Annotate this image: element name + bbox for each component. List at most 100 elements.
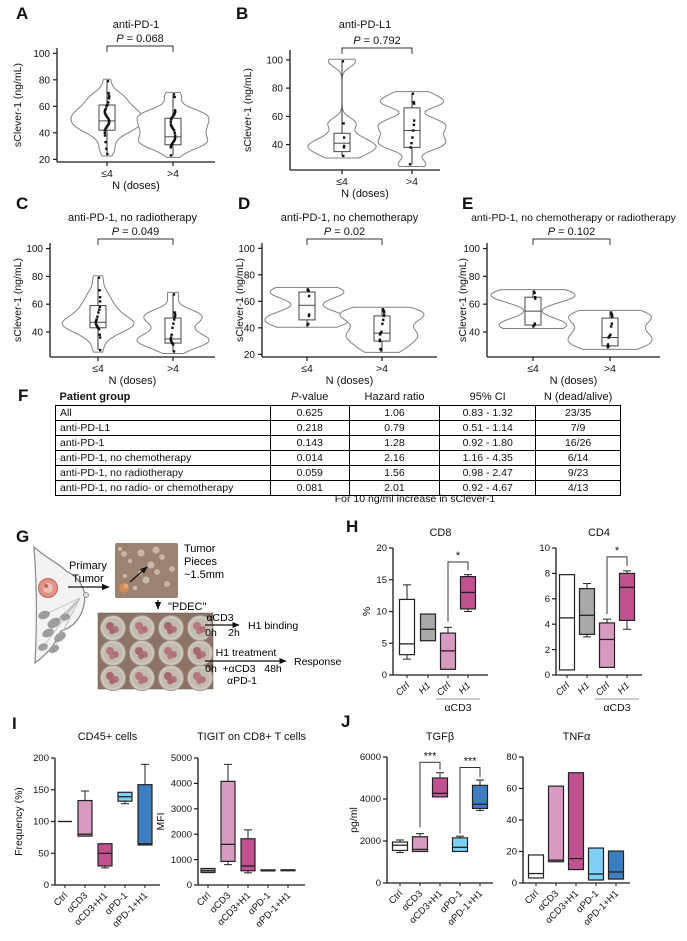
plus-acd3-label: +αCD3 xyxy=(222,663,255,675)
table-cell: 0.081 xyxy=(269,480,350,496)
significance-bracket xyxy=(606,556,628,615)
panel-d-violin-chart: anti-PD-1, no chemotherapy P = 0.02 20 40 60… xyxy=(234,212,437,387)
table-row: anti-PD-1, no radio- or chemotherapy 0.08… xyxy=(55,480,621,496)
significance-stars: * xyxy=(615,545,620,557)
y-tick-label: 0 xyxy=(545,670,550,681)
box xyxy=(77,799,93,837)
chart-title: TNFα xyxy=(563,731,591,743)
y-tick-label: 100 xyxy=(26,244,43,255)
panel-j1-box-chart: TGFβ0200040006000pg/mlCtrlαCD3αCD3+H1αPD… xyxy=(348,731,493,928)
pieces-label3: ~1.5mm xyxy=(184,569,224,581)
table-row: anti-PD-1, no radiotherapy 0.059 1.56 0.98 … xyxy=(55,465,621,481)
y-tick-label: 80 xyxy=(272,84,284,95)
panel-j2-box-chart: TNFα020406080CtrlαCD3αCD3+H1αPD-1αPD-1+H… xyxy=(506,731,630,928)
x-axis-label: N (doses) xyxy=(550,375,598,387)
panel-label-b: B xyxy=(236,4,249,23)
table-cell: 0.014 xyxy=(269,450,350,466)
box xyxy=(240,838,256,872)
chart-title: anti-PD-1 xyxy=(113,19,159,31)
box xyxy=(471,784,489,810)
y-axis-label: sClever-1 (ng/mL) xyxy=(12,63,24,147)
table-footnote: For 10 ng/ml increase in sClever-1 xyxy=(334,493,496,505)
chart-title: CD45+ cells xyxy=(78,731,138,743)
chart-title: anti-PD-1, no radiotherapy xyxy=(68,212,198,224)
table-cell: 16/26 xyxy=(535,435,621,451)
panel-label-g: G xyxy=(16,527,30,546)
table-cell: 1.06 xyxy=(348,405,441,421)
table-cell: 0.143 xyxy=(269,435,350,451)
p-value-label: P = 0.049 xyxy=(112,226,159,238)
y-tick-label: 10 xyxy=(539,543,550,554)
table-header: P-value xyxy=(291,391,329,403)
arrow-inside-photo xyxy=(129,566,148,583)
pdec-label: "PDEC" xyxy=(168,601,206,613)
table-header: Hazard ratio xyxy=(364,391,425,403)
significance-stars: * xyxy=(456,550,461,562)
y-tick-label: 0 xyxy=(382,670,387,681)
y-tick-label: 20 xyxy=(376,543,387,554)
pdec-workflow-diagram: Primary Tumor Tumor Pieces ~1.5mm "PDEC"… xyxy=(33,543,341,691)
data-points xyxy=(341,60,346,158)
mammary-lobules xyxy=(38,610,70,654)
panel-label-a: A xyxy=(16,4,29,23)
data-points xyxy=(169,93,177,157)
x-tick-label: Ctrl xyxy=(594,680,613,699)
y-tick-label: 100 xyxy=(238,244,255,255)
table-cell: 1.28 xyxy=(348,435,441,451)
y-tick-label: 40 xyxy=(244,323,256,334)
y-tick-label: 80 xyxy=(32,272,44,283)
box xyxy=(578,588,596,635)
panel-label-c: C xyxy=(16,194,29,213)
table-cell: 7/9 xyxy=(535,420,621,436)
y-axis-label: pg/ml xyxy=(348,807,360,833)
y-axis-label: % xyxy=(361,607,373,616)
chart-title: CD4 xyxy=(588,527,610,539)
table-cell: 9/23 xyxy=(535,465,621,481)
x-tick-label: ≤4 xyxy=(92,363,104,375)
box xyxy=(607,850,625,880)
y-tick-label: 20 xyxy=(244,350,256,361)
y-tick-label: 100 xyxy=(266,55,283,66)
y-axis-label: sClever-1 (ng/mL) xyxy=(457,258,469,342)
x-tick-label: H1 xyxy=(417,680,433,696)
data-points xyxy=(532,290,537,328)
y-tick-label: 1000 xyxy=(171,855,192,866)
table-cell: anti-PD-1 xyxy=(55,435,271,451)
table-cell: 0.625 xyxy=(269,405,350,421)
x-axis-label: N (doses) xyxy=(112,180,160,192)
box xyxy=(547,785,565,863)
group-label: αCD3 xyxy=(603,702,630,714)
table-header: N (dead/alive) xyxy=(543,391,613,403)
table-cell: 2.01 xyxy=(348,480,441,496)
significance-bracket xyxy=(459,767,481,834)
panel-label-d: D xyxy=(238,194,251,213)
p-value-label: P = 0.068 xyxy=(116,33,163,45)
table-cell: 2.16 xyxy=(348,450,441,466)
x-tick-label: H1 xyxy=(616,680,632,696)
pieces-label1: Tumor xyxy=(184,543,216,555)
y-tick-label: 60 xyxy=(272,112,284,123)
box xyxy=(298,291,316,321)
box xyxy=(431,777,449,798)
y-tick-label: 40 xyxy=(32,327,44,338)
box xyxy=(618,572,636,621)
table-row: anti-PD-L1 0.218 0.79 0.51 - 1.14 7/9 xyxy=(55,420,621,436)
y-tick-label: 2 xyxy=(545,645,550,656)
group-label: αCD3 xyxy=(444,702,471,714)
y-tick-label: 4000 xyxy=(171,779,192,790)
tumor-pieces-photo xyxy=(115,543,178,598)
y-tick-label: 6000 xyxy=(360,752,381,763)
box xyxy=(419,613,437,642)
chart-title: anti-PD-L1 xyxy=(339,19,392,31)
y-tick-label: 60 xyxy=(244,297,256,308)
t48h-label: 48h xyxy=(264,663,282,675)
y-tick-label: 10 xyxy=(376,607,387,618)
box xyxy=(598,622,616,668)
p-value-bracket xyxy=(532,238,611,245)
apd1-label: αPD-1 xyxy=(227,675,257,687)
box xyxy=(164,117,182,146)
table-cell: anti-PD-1, no chemotherapy xyxy=(55,450,271,466)
box xyxy=(97,843,113,867)
